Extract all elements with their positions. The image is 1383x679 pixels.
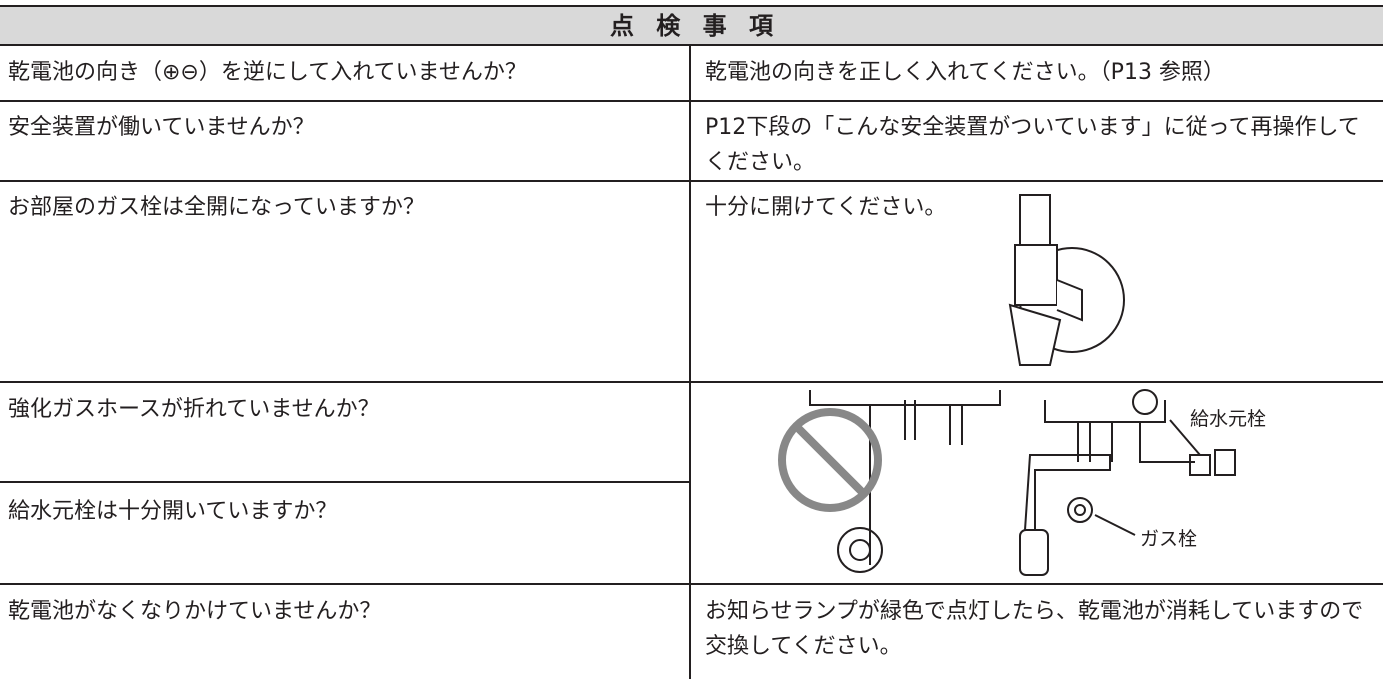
remedy-text: 十分に開けてください。 [705,195,947,220]
remedy-text: お知らせランプが緑色で点灯したら、乾電池が消耗していますので交換してください。 [705,599,1364,659]
illustration-label: 給水元栓 [1190,408,1266,430]
check-text: 乾電池がなくなりかけていませんか？ [8,599,382,624]
check-text: お部屋のガス栓は全開になっていますか？ [8,195,425,220]
column-divider [689,45,691,679]
check-text: 乾電池の向き（⊕⊖）を逆にして入れていませんか？ [8,60,527,85]
remedy-text: 乾電池の向きを正しく入れてください。（P13 参照） [705,60,1225,85]
illustration-label: ガス栓 [1140,528,1197,550]
gas-valve-illustration [1008,194,1125,366]
remedy-text: P12下段の「こんな安全装置がついています」に従って再操作してください。 [705,115,1360,175]
row-divider [0,44,1383,46]
table-header: 点 検 事 項 [0,5,1383,45]
row-divider [0,100,1383,102]
check-text: 給水元栓は十分開いていますか？ [8,499,338,524]
check-text: 強化ガスホースが折れていませんか？ [8,397,380,422]
row-divider [0,583,1383,585]
check-text: 安全装置が働いていませんか？ [8,115,315,140]
row-divider [0,381,1383,383]
row-divider [0,180,1383,182]
hose-illustration: 給水元栓 ガス栓 [778,389,1266,576]
row-divider [0,481,690,483]
